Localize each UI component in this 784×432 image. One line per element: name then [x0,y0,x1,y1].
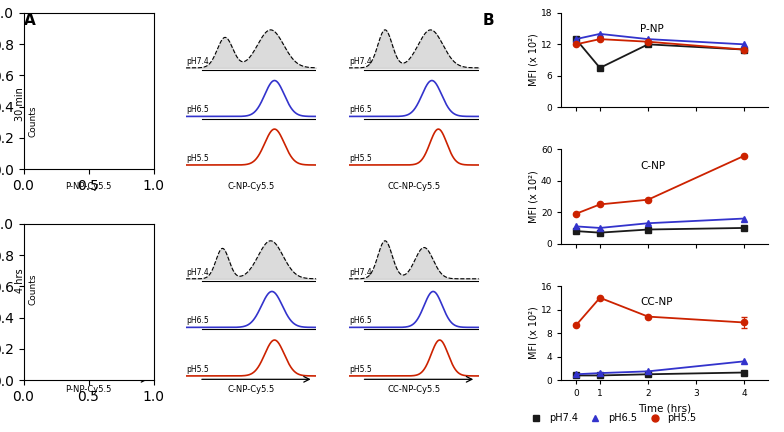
Text: Counts: Counts [28,274,38,305]
Text: pH5.5: pH5.5 [24,365,47,374]
Text: B: B [482,13,494,28]
Text: 4 hrs: 4 hrs [15,268,24,293]
Y-axis label: MFI (x 10²): MFI (x 10²) [528,170,538,223]
Text: pH7.4: pH7.4 [187,268,209,276]
Text: CC-NP: CC-NP [640,297,673,307]
Text: C-NP-Cy5.5: C-NP-Cy5.5 [227,385,274,394]
Text: pH7.4: pH7.4 [350,268,372,276]
Text: pH5.5: pH5.5 [187,365,209,374]
Text: P-NP-Cy5.5: P-NP-Cy5.5 [65,385,112,394]
Text: pH7.4: pH7.4 [187,57,209,66]
X-axis label: Time (hrs): Time (hrs) [638,404,691,414]
Text: C-NP-Cy5.5: C-NP-Cy5.5 [227,182,274,191]
Text: pH6.5: pH6.5 [350,105,372,114]
Text: pH6.5: pH6.5 [24,316,47,325]
Text: pH6.5: pH6.5 [187,316,209,325]
Text: pH7.4: pH7.4 [24,57,47,66]
Y-axis label: MFI (x 10²): MFI (x 10²) [528,307,538,359]
Text: P-NP: P-NP [640,24,664,34]
Text: C-NP: C-NP [640,161,665,171]
Text: pH5.5: pH5.5 [350,365,372,374]
Text: pH5.5: pH5.5 [24,154,47,163]
Text: pH7.4: pH7.4 [350,57,372,66]
Text: pH6.5: pH6.5 [187,105,209,114]
Text: pH7.4: pH7.4 [24,268,47,276]
Y-axis label: MFI (x 10²): MFI (x 10²) [528,34,538,86]
Text: CC-NP-Cy5.5: CC-NP-Cy5.5 [387,385,440,394]
Text: Counts: Counts [28,105,38,137]
Legend: pH7.4, pH6.5, pH5.5: pH7.4, pH6.5, pH5.5 [523,410,700,427]
Text: pH6.5: pH6.5 [24,105,47,114]
Text: pH6.5: pH6.5 [350,316,372,325]
Text: 30 min: 30 min [15,87,24,121]
Text: pH5.5: pH5.5 [187,154,209,163]
Text: CC-NP-Cy5.5: CC-NP-Cy5.5 [387,182,440,191]
Text: P-NP-Cy5.5: P-NP-Cy5.5 [65,182,112,191]
Text: A: A [24,13,35,28]
Text: pH5.5: pH5.5 [350,154,372,163]
